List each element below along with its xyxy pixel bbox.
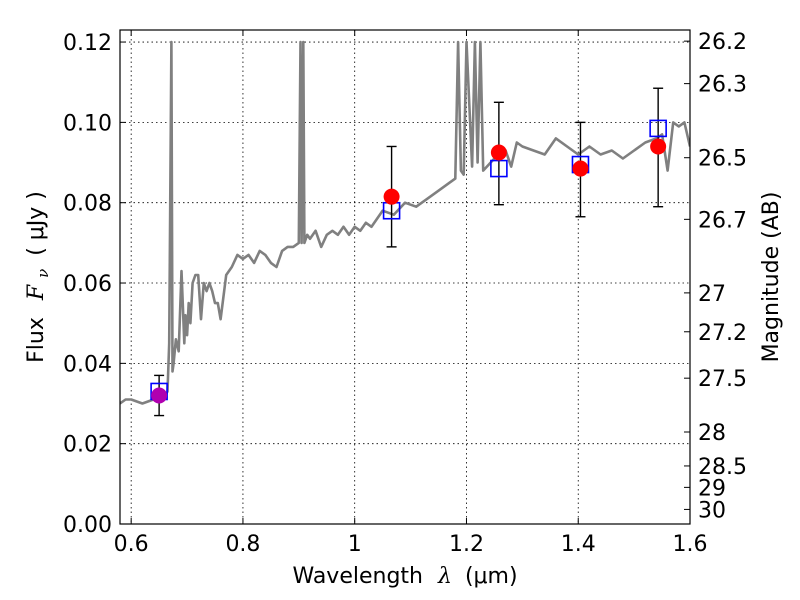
x-tick-label: 1.6 bbox=[673, 532, 708, 557]
observed-point bbox=[151, 387, 168, 404]
y-axis-title: Flux F ν ( μJy ) bbox=[24, 191, 54, 363]
x-axis-title-symbol: λ bbox=[437, 564, 452, 589]
x-axis-ticks: 0.6 0.8 1 1.2 1.4 1.6 bbox=[114, 30, 708, 557]
observed-point bbox=[650, 138, 667, 155]
magnitude-tick-label: 26.2 bbox=[698, 30, 747, 55]
magnitude-tick-label: 27 bbox=[698, 282, 726, 307]
model-spectrum bbox=[120, 40, 690, 405]
error-bars bbox=[154, 87, 664, 417]
magnitude-axis-title: Magnitude (AB) bbox=[759, 192, 784, 363]
spectrum-line bbox=[120, 40, 690, 405]
model-square bbox=[649, 119, 667, 138]
y-tick-label: 0.10 bbox=[63, 111, 112, 136]
x-axis-title-text: Wavelength bbox=[292, 564, 423, 589]
y-axis-title-subscript: ν bbox=[34, 269, 52, 278]
observed-photometry-points bbox=[151, 138, 667, 404]
x-tick-label: 1.2 bbox=[449, 532, 484, 557]
x-axis-title-unit: (μm) bbox=[465, 564, 518, 589]
magnitude-tick-label: 27.5 bbox=[698, 367, 747, 392]
x-tick-label: 1.4 bbox=[561, 532, 596, 557]
grid bbox=[120, 30, 690, 524]
observed-point bbox=[383, 188, 400, 205]
y-tick-label: 0.12 bbox=[63, 31, 112, 56]
y-axis-ticks: 0.00 0.02 0.04 0.06 0.08 0.10 0.12 bbox=[63, 31, 126, 538]
magnitude-tick-label: 26.7 bbox=[698, 208, 747, 233]
x-tick-label: 0.6 bbox=[114, 532, 149, 557]
magnitude-tick-label: 28 bbox=[698, 421, 726, 446]
magnitude-tick-label: 26.5 bbox=[698, 147, 747, 172]
magnitude-tick-label: 27.2 bbox=[698, 321, 747, 346]
observed-point bbox=[572, 160, 589, 177]
magnitude-tick-label: 26.3 bbox=[698, 73, 747, 98]
magnitude-tick-label: 29 bbox=[698, 476, 726, 501]
magnitude-tick-label: 30 bbox=[698, 498, 726, 523]
x-tick-label: 0.8 bbox=[225, 532, 260, 557]
y-tick-label: 0.02 bbox=[63, 433, 112, 458]
y-tick-label: 0.06 bbox=[63, 272, 112, 297]
y-tick-label: 0.04 bbox=[63, 352, 112, 377]
magnitude-tick-label: 28.5 bbox=[698, 455, 747, 480]
x-axis-title: Wavelength λ (μm) bbox=[292, 564, 517, 589]
y-axis-title-symbol: F bbox=[24, 284, 49, 301]
observed-point bbox=[490, 144, 507, 161]
x-tick-label: 1 bbox=[348, 532, 362, 557]
y-tick-label: 0.00 bbox=[63, 513, 112, 538]
y-tick-label: 0.08 bbox=[63, 192, 112, 217]
plot-frame bbox=[119, 29, 691, 525]
y-axis-title-text: Flux bbox=[24, 317, 49, 363]
y-axis-title-unit: ( μJy ) bbox=[24, 191, 49, 256]
model-photometry-squares bbox=[150, 119, 667, 401]
model-square bbox=[490, 159, 508, 178]
